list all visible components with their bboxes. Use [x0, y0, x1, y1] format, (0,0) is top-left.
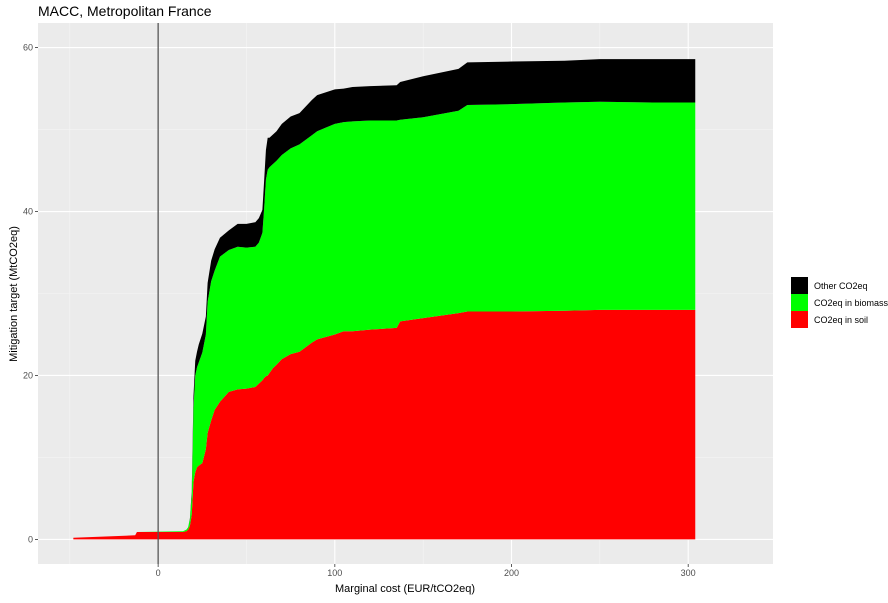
legend: Other CO2eq CO2eq in biomass CO2eq in soil	[791, 277, 888, 328]
x-tick-label: 100	[327, 568, 342, 578]
x-axis-title: Marginal cost (EUR/tCO2eq)	[335, 583, 475, 595]
x-tick-label: 0	[156, 568, 161, 578]
area-co2eq-in-soil	[73, 309, 696, 540]
area-layers	[73, 59, 696, 540]
x-tick-label: 300	[681, 568, 696, 578]
y-tick-label: 60	[23, 43, 33, 53]
legend-key-co2eq-in-soil	[791, 311, 808, 328]
y-tick-label: 20	[23, 370, 33, 380]
y-tick-label: 0	[28, 534, 33, 544]
legend-label-co2eq-in-biomass: CO2eq in biomass	[814, 298, 888, 308]
legend-key-co2eq-in-biomass	[791, 294, 808, 311]
legend-label-co2eq-in-soil: CO2eq in soil	[814, 315, 868, 325]
axis-ticks: 0 100 200 300 0 20 40 60	[23, 43, 696, 578]
legend-label-other-co2eq: Other CO2eq	[814, 281, 868, 291]
legend-key-other-co2eq	[791, 277, 808, 294]
area-co2eq-in-biomass	[73, 101, 696, 538]
x-tick-label: 200	[504, 568, 519, 578]
chart-title: MACC, Metropolitan France	[38, 3, 212, 19]
y-tick-label: 40	[23, 207, 33, 217]
y-axis-title: Mitigation target (MtCO2eq)	[8, 226, 20, 362]
